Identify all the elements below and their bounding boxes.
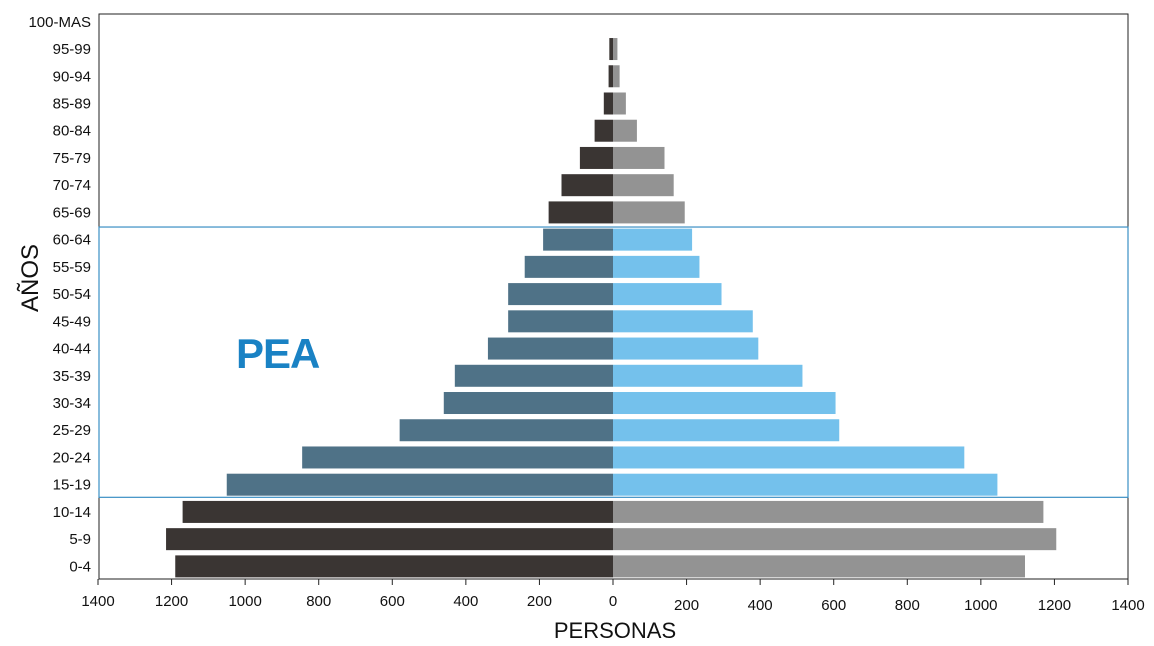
bar-left-25-29 [399,419,613,442]
y-tick-label-65-69: 65-69 [53,204,91,221]
bar-right-15-19 [613,473,998,496]
y-tick-label-85-89: 85-89 [53,95,91,112]
pea-annotation: PEA [236,330,320,377]
y-tick-label-20-24: 20-24 [53,449,91,466]
y-tick-label-55-59: 55-59 [53,259,91,276]
bar-left-60-64 [543,228,613,251]
bar-right-50-54 [613,283,722,306]
bar-right-60-64 [613,228,693,251]
bar-right-55-59 [613,255,700,278]
x-tick-label-right-600: 600 [821,597,846,614]
bar-left-35-39 [454,364,613,387]
bar-right-20-24 [613,446,965,469]
bar-left-90-94 [608,65,613,88]
bar-left-30-34 [443,392,613,415]
pea-range-box [98,226,1129,498]
y-tick-label-25-29: 25-29 [53,422,91,439]
bar-right-85-89 [613,92,626,115]
bar-right-30-34 [613,392,836,415]
y-tick-label-50-54: 50-54 [53,286,91,303]
bar-right-10-14 [613,500,1044,523]
bar-left-15-19 [226,473,613,496]
x-tick-label-left-400: 400 [453,593,478,610]
x-tick-label-right-800: 800 [895,597,920,614]
x-axis-title: PERSONAS [553,618,677,643]
x-tick-label-left-600: 600 [380,593,405,610]
x-tick-label-left-1000: 1000 [228,593,261,610]
y-tick-label-90-94: 90-94 [53,68,91,85]
bar-left-75-79 [579,146,613,169]
x-tick-label-left-0: 0 [609,593,617,610]
bar-left-65-69 [548,201,613,224]
bar-left-0-4 [175,555,613,578]
bar-right-70-74 [613,174,674,197]
bar-right-0-4 [613,555,1025,578]
bar-right-95-99 [613,38,618,61]
bar-left-45-49 [508,310,613,333]
bar-right-90-94 [613,65,620,88]
x-tick-label-left-1400: 1400 [81,593,114,610]
bar-right-25-29 [613,419,840,442]
bar-right-35-39 [613,364,803,387]
bar-left-95-99 [609,38,613,61]
y-tick-label-75-79: 75-79 [53,150,91,167]
y-axis-title: AÑOS [17,244,44,313]
x-tick-label-right-1200: 1200 [1038,597,1071,614]
x-tick-label-left-1200: 1200 [155,593,188,610]
bar-left-40-44 [487,337,613,360]
bar-right-5-9 [613,528,1057,551]
y-tick-label-15-19: 15-19 [53,477,91,494]
bar-left-50-54 [508,283,613,306]
y-tick-label-10-14: 10-14 [53,504,91,521]
x-tick-label-right-1400: 1400 [1111,597,1144,614]
bar-right-65-69 [613,201,685,224]
bar-left-10-14 [182,500,613,523]
x-tick-label-left-200: 200 [527,593,552,610]
y-tick-label-70-74: 70-74 [53,177,91,194]
y-tick-label-45-49: 45-49 [53,313,91,330]
y-tick-label-95-99: 95-99 [53,41,91,58]
x-tick-label-right-200: 200 [674,597,699,614]
y-tick-label-80-84: 80-84 [53,123,91,140]
bar-left-20-24 [302,446,613,469]
bar-left-85-89 [603,92,613,115]
y-tick-label-0-4: 0-4 [69,558,91,575]
y-tick-label-30-34: 30-34 [53,395,91,412]
y-tick-label-5-9: 5-9 [69,531,91,548]
bar-right-80-84 [613,119,637,142]
bar-left-80-84 [594,119,613,142]
y-tick-label-100-MAS: 100-MAS [28,14,91,31]
bar-right-75-79 [613,146,665,169]
x-tick-label-right-400: 400 [748,597,773,614]
y-tick-label-40-44: 40-44 [53,341,91,358]
y-tick-label-60-64: 60-64 [53,232,91,249]
bar-right-45-49 [613,310,753,333]
x-tick-label-right-1000: 1000 [964,597,997,614]
x-tick-label-left-800: 800 [306,593,331,610]
y-tick-label-35-39: 35-39 [53,368,91,385]
bar-left-70-74 [561,174,613,197]
bar-left-5-9 [166,528,613,551]
bar-left-55-59 [524,255,613,278]
bar-right-40-44 [613,337,759,360]
